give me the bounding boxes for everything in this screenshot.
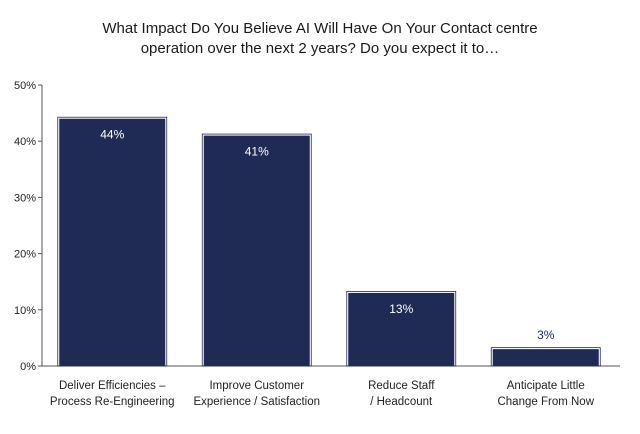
y-tick-label: 0% xyxy=(20,361,36,373)
x-tick-label: Reduce Staff xyxy=(368,380,435,392)
y-tick-label: 20% xyxy=(14,249,36,261)
bar xyxy=(348,292,455,366)
x-tick-label: Experience / Satisfaction xyxy=(193,396,320,408)
data-label: 44% xyxy=(100,128,124,142)
x-tick-label: Improve Customer xyxy=(209,380,304,392)
x-tick-label: Change From Now xyxy=(497,396,594,408)
data-label: 41% xyxy=(245,145,269,159)
bars: 44% 41% 13% 3% xyxy=(57,116,601,367)
bar xyxy=(59,118,166,366)
x-tick-label: Deliver Efficiencies – xyxy=(59,380,166,392)
y-tick-label: 40% xyxy=(14,136,36,148)
x-axis-labels: Deliver Efficiencies – Process Re-Enginee… xyxy=(50,380,595,408)
y-tick-label: 50% xyxy=(14,80,36,92)
bar xyxy=(203,135,310,366)
y-tick-label: 30% xyxy=(14,192,36,204)
chart-title-line-2: operation over the next 2 years? Do you … xyxy=(141,40,500,57)
data-label: 13% xyxy=(389,302,413,316)
bar xyxy=(492,349,599,366)
x-tick-label: Anticipate Little xyxy=(507,380,585,392)
chart-title: What Impact Do You Believe AI Will Have … xyxy=(102,20,537,57)
data-label: 3% xyxy=(537,328,555,342)
y-tick-label: 10% xyxy=(14,305,36,317)
x-tick-label: / Headcount xyxy=(370,396,433,408)
chart-title-line-1: What Impact Do You Believe AI Will Have … xyxy=(102,20,537,37)
x-tick-label: Process Re-Engineering xyxy=(50,396,175,408)
